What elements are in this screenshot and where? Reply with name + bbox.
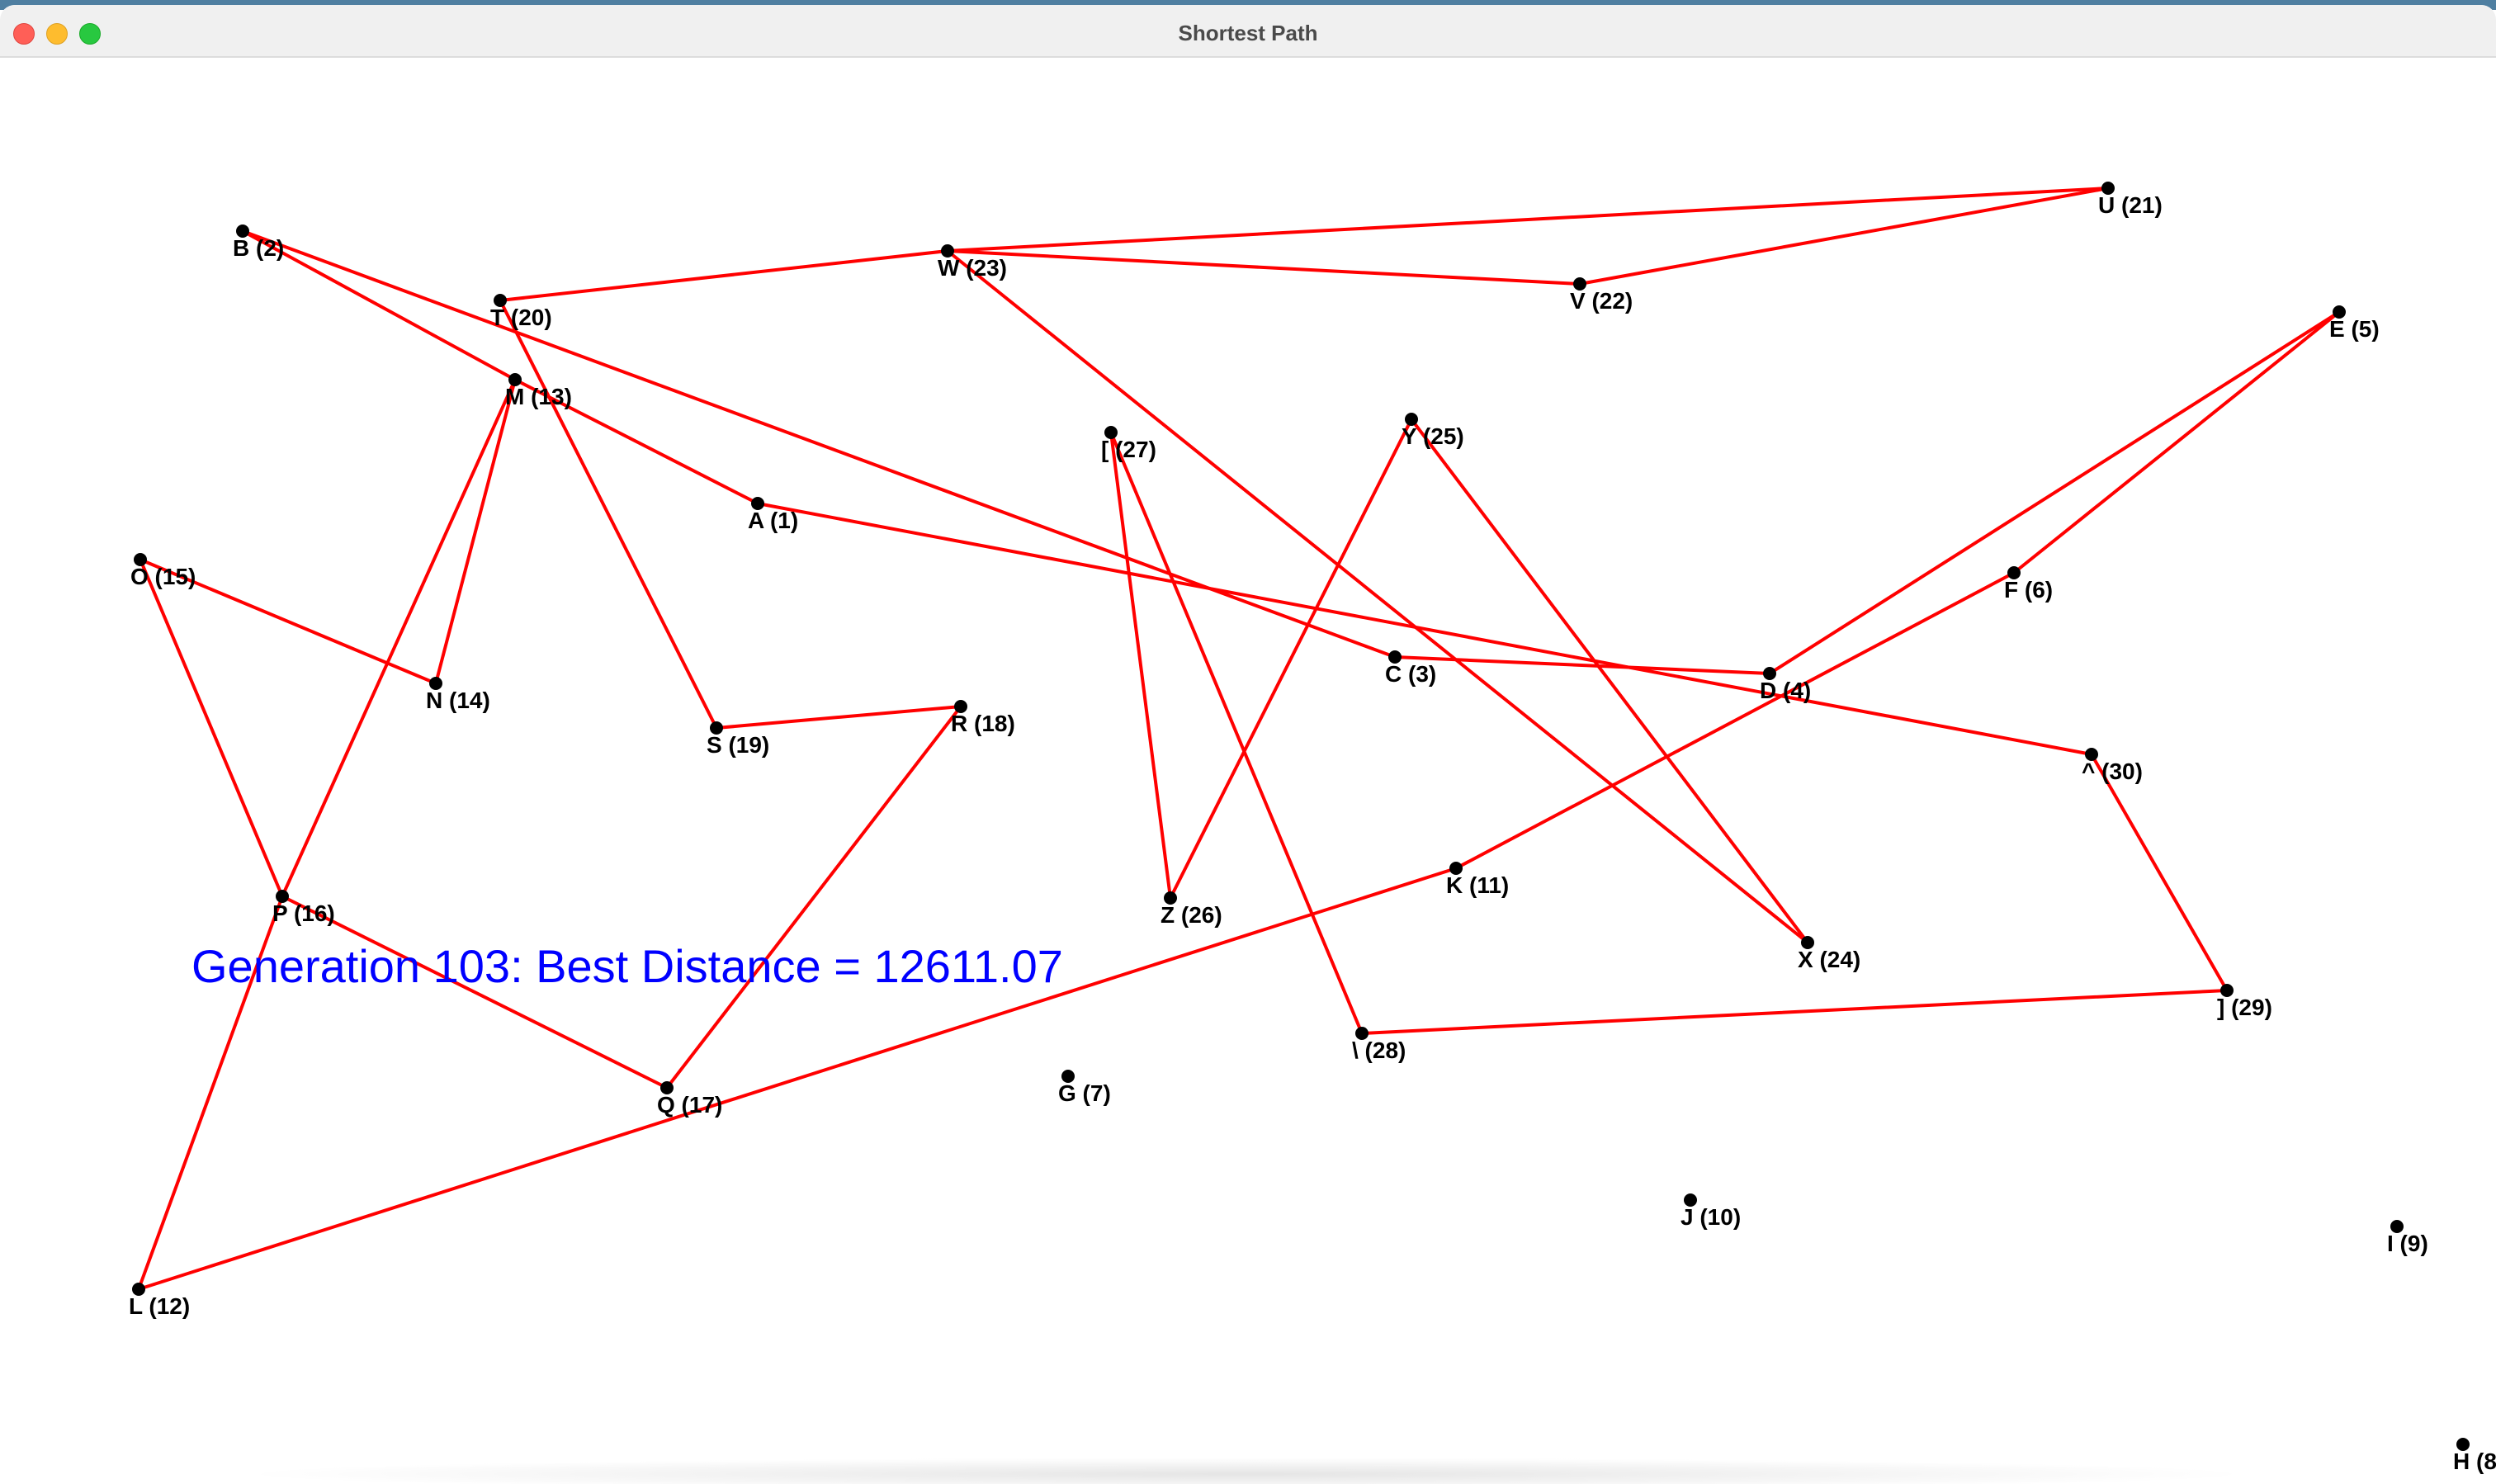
route-edge [281, 378, 517, 898]
city-node [2220, 984, 2234, 997]
route-edge [1393, 655, 1771, 675]
zoom-button[interactable] [79, 23, 101, 45]
city-node [494, 294, 507, 307]
route-edge [1109, 431, 1364, 1035]
city-label: F (6) [2004, 577, 2053, 603]
city-label: Q (17) [657, 1092, 722, 1118]
city-node [751, 497, 764, 510]
city-label: L (12) [129, 1293, 190, 1319]
city-label: W (23) [938, 255, 1007, 281]
city-node [276, 890, 289, 903]
route-edge [137, 895, 284, 1291]
city-label: D (4) [1760, 678, 1811, 703]
city-node [1104, 426, 1118, 439]
city-nodes: A (1) B (2) C (3) D (4) E (5) F (6) G (7) H (8 I… [129, 182, 2496, 1474]
city-node [1355, 1027, 1369, 1040]
city-label: H (8 [2453, 1449, 2496, 1474]
route-edge [756, 502, 2093, 756]
city-label: A (1) [748, 508, 798, 533]
route-edge [1454, 571, 2016, 870]
shadow-decoration [231, 1458, 2262, 1484]
city-node [2456, 1438, 2470, 1451]
city-label: X (24) [1798, 947, 1860, 972]
city-node [429, 677, 442, 690]
city-label: U (21) [2098, 192, 2163, 218]
route-edge [499, 299, 718, 730]
city-node [2333, 305, 2346, 319]
city-label: C (3) [1385, 661, 1436, 687]
city-label: J (10) [1681, 1204, 1741, 1230]
route-edge [281, 895, 669, 1089]
close-button[interactable] [13, 23, 35, 45]
route-edge [946, 249, 1809, 944]
city-label: K (11) [1446, 872, 1509, 898]
city-label: I (9) [2387, 1231, 2428, 1256]
city-label: V (22) [1570, 288, 1633, 314]
city-node [1061, 1070, 1075, 1083]
route-edge [434, 378, 517, 685]
route-edge [715, 705, 962, 730]
city-label: \ (28) [1352, 1037, 1406, 1063]
city-node [132, 1283, 145, 1296]
route-edges [137, 187, 2341, 1291]
route-edge [241, 229, 1397, 659]
app-window: Shortest Path A (1) B (2) C (3) D (4) E (5) F… [0, 5, 2496, 1484]
route-edge [137, 867, 1458, 1291]
city-node [1405, 413, 1418, 426]
city-node [2007, 566, 2021, 579]
route-edge [2090, 753, 2229, 992]
city-label: E (5) [2329, 316, 2380, 342]
city-label: ^ (30) [2082, 759, 2143, 784]
city-node [134, 553, 147, 566]
city-label: R (18) [951, 711, 1015, 736]
city-label: S (19) [707, 732, 769, 758]
city-node [1449, 862, 1463, 875]
route-edge [1578, 187, 2110, 286]
city-node [1684, 1193, 1697, 1207]
city-node [954, 700, 967, 713]
city-label: T (20) [490, 305, 552, 330]
city-label: M (13) [505, 384, 572, 409]
city-label: Z (26) [1161, 902, 1222, 928]
city-node [2085, 748, 2098, 761]
city-label: ] (29) [2217, 995, 2272, 1020]
city-node [2101, 182, 2115, 195]
city-node [1801, 936, 1814, 949]
route-edge [2012, 310, 2341, 574]
city-node [1388, 650, 1402, 664]
city-label: B (2) [233, 235, 284, 261]
window-title: Shortest Path [1178, 21, 1318, 45]
city-label: N (14) [426, 688, 490, 713]
route-edge [946, 249, 1581, 286]
city-label: G (7) [1058, 1080, 1111, 1106]
city-node [236, 224, 249, 238]
route-edge [1360, 989, 2229, 1035]
city-node [710, 721, 723, 735]
city-node [1573, 277, 1586, 291]
city-label: P (16) [272, 900, 335, 926]
city-label: [ (27) [1101, 437, 1156, 462]
minimize-button[interactable] [46, 23, 68, 45]
route-edge [946, 187, 2110, 253]
route-edge [1169, 418, 1413, 900]
generation-status-text: Generation 103: Best Distance = 12611.07 [191, 940, 1063, 992]
route-edge [1109, 431, 1172, 900]
city-node [1164, 891, 1177, 905]
city-node [1763, 667, 1776, 680]
city-node [941, 244, 954, 258]
city-node [2390, 1220, 2404, 1233]
city-node [660, 1081, 674, 1094]
path-canvas: A (1) B (2) C (3) D (4) E (5) F (6) G (7) H (8 I… [129, 182, 2496, 1474]
route-edge [665, 705, 962, 1089]
title-bar[interactable]: Shortest Path [0, 5, 2496, 58]
route-edge [139, 558, 284, 898]
route-edge [1410, 418, 1809, 944]
city-label: Y (25) [1402, 423, 1464, 449]
route-edge [241, 229, 517, 381]
city-node [508, 373, 522, 386]
route-edge [513, 378, 759, 505]
route-edge [499, 249, 949, 302]
route-edge [1768, 310, 2341, 675]
city-label: O (15) [130, 564, 196, 589]
